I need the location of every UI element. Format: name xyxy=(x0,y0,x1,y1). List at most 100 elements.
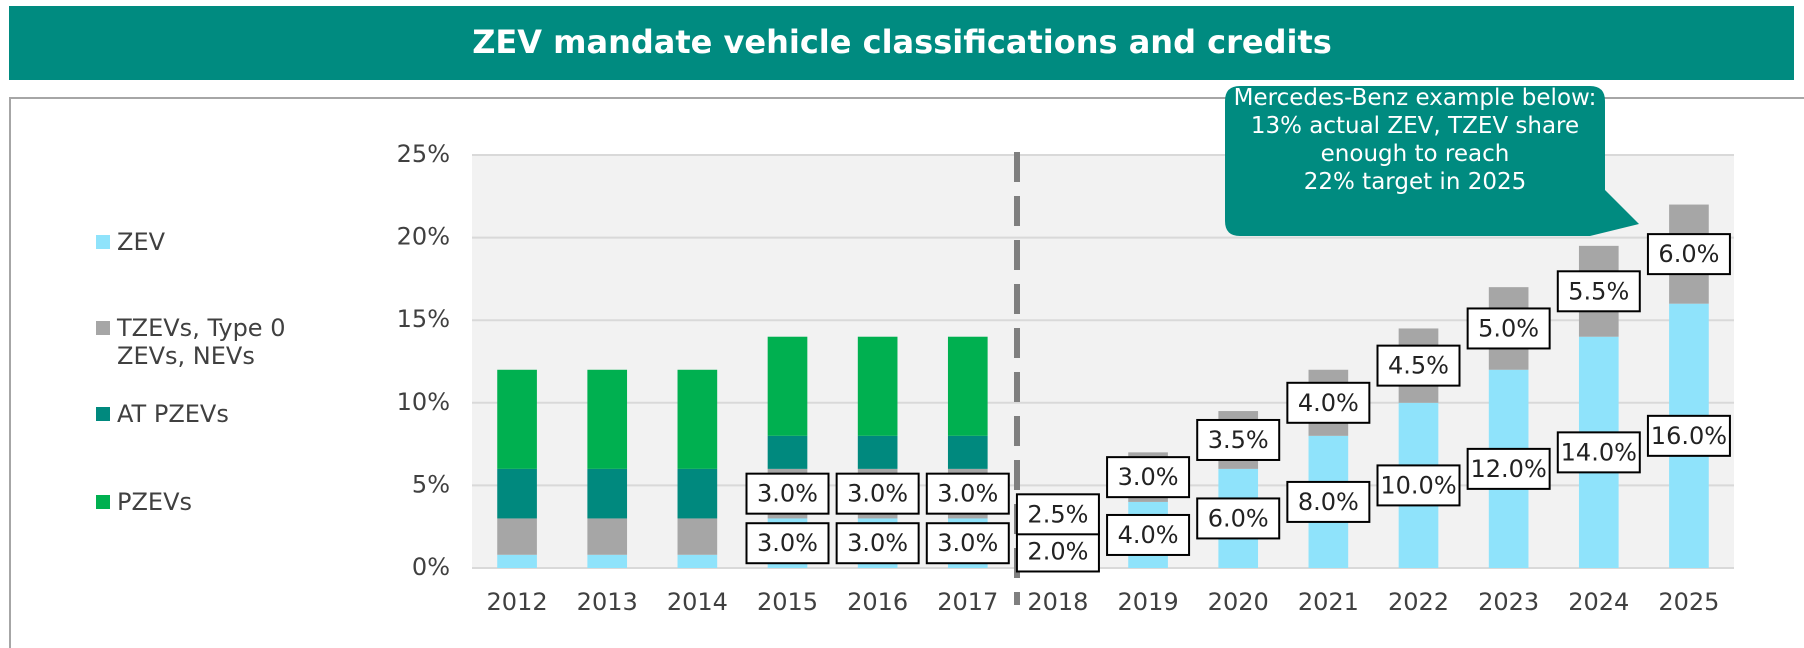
label-box xyxy=(1646,414,1731,457)
legend-item: TZEVs, Type 0 ZEVs, NEVs xyxy=(96,314,336,370)
data-label: 6.0% xyxy=(1208,504,1269,532)
chart-title: ZEV mandate vehicle classifications and … xyxy=(472,23,1332,61)
label-box xyxy=(1376,344,1461,387)
data-label: 12.0% xyxy=(1471,455,1547,483)
legend-label: TZEVs, Type 0 ZEVs, NEVs xyxy=(117,314,286,370)
label-box xyxy=(1286,480,1371,523)
x-tick-label: 2021 xyxy=(1298,588,1359,616)
bar-segment xyxy=(767,435,808,469)
x-tick-label: 2020 xyxy=(1208,588,1269,616)
data-label: 3.5% xyxy=(1208,426,1269,454)
legend-swatch xyxy=(96,407,110,421)
legend-swatch xyxy=(96,235,110,249)
legend-label: ZEV xyxy=(117,228,166,256)
data-label: 3.0% xyxy=(847,480,908,508)
bar-segment xyxy=(857,435,898,469)
bar-segment xyxy=(497,468,537,519)
bar-segment xyxy=(677,468,718,519)
bar-segment xyxy=(587,468,628,519)
legend-item: PZEVs xyxy=(96,488,336,516)
y-tick-label: 0% xyxy=(412,553,450,581)
label-box xyxy=(1015,530,1100,573)
x-tick-label: 2024 xyxy=(1568,588,1629,616)
panel-border xyxy=(9,97,1804,648)
data-label: 4.0% xyxy=(1298,389,1359,417)
data-label: 16.0% xyxy=(1651,422,1727,450)
data-label: 3.0% xyxy=(757,480,818,508)
label-box xyxy=(1646,233,1731,276)
data-label: 3.0% xyxy=(757,529,818,557)
bar-segment xyxy=(587,518,628,555)
bar-segment xyxy=(947,336,988,436)
bar-segment xyxy=(587,554,628,568)
data-label: 2.0% xyxy=(1027,537,1088,565)
bar-segment xyxy=(497,518,537,555)
label-box xyxy=(745,522,830,565)
x-tick-label: 2017 xyxy=(937,588,998,616)
y-tick-label: 15% xyxy=(397,305,450,333)
label-box xyxy=(1556,270,1641,313)
legend-swatch xyxy=(96,321,110,335)
label-box xyxy=(925,472,1010,515)
x-tick-label: 2022 xyxy=(1388,588,1449,616)
data-label: 10.0% xyxy=(1380,471,1456,499)
label-box xyxy=(925,522,1010,565)
x-tick-label: 2015 xyxy=(757,588,818,616)
label-box xyxy=(835,472,920,515)
label-box xyxy=(1106,513,1191,556)
data-label: 2.5% xyxy=(1027,500,1088,528)
data-label: 3.0% xyxy=(1118,463,1179,491)
x-tick-label: 2025 xyxy=(1658,588,1719,616)
legend-swatch xyxy=(96,495,110,509)
x-tick-label: 2014 xyxy=(667,588,728,616)
callout-box xyxy=(1225,86,1639,236)
header-bar xyxy=(9,6,1794,80)
data-label: 3.0% xyxy=(937,480,998,508)
legend-label: PZEVs xyxy=(117,488,192,516)
bar-segment xyxy=(767,336,808,436)
bar-segment xyxy=(677,554,718,568)
data-label: 8.0% xyxy=(1298,488,1359,516)
bar-segment xyxy=(677,518,718,555)
bar-segment xyxy=(947,435,988,469)
data-label: 4.5% xyxy=(1388,352,1449,380)
label-box xyxy=(1376,464,1461,507)
label-box xyxy=(1196,418,1281,461)
bar-segment xyxy=(587,369,628,469)
label-box xyxy=(1196,497,1281,540)
legend-label: AT PZEVs xyxy=(117,400,229,428)
x-tick-label: 2016 xyxy=(847,588,908,616)
x-tick-label: 2013 xyxy=(577,588,638,616)
y-tick-label: 20% xyxy=(397,223,450,251)
data-label: 3.0% xyxy=(847,529,908,557)
data-label: 14.0% xyxy=(1561,438,1637,466)
bar-segment xyxy=(857,336,898,436)
label-box xyxy=(1015,493,1100,536)
data-label: 3.0% xyxy=(937,529,998,557)
x-tick-label: 2018 xyxy=(1027,588,1088,616)
data-label: 5.5% xyxy=(1568,277,1629,305)
label-box xyxy=(1106,456,1191,499)
label-box xyxy=(1286,381,1371,424)
label-box xyxy=(835,522,920,565)
label-box xyxy=(1466,447,1551,490)
label-box xyxy=(1466,307,1551,350)
x-tick-label: 2012 xyxy=(487,588,548,616)
label-box xyxy=(745,472,830,515)
legend-item: ZEV xyxy=(96,228,336,256)
label-box xyxy=(1556,431,1641,474)
bar-segment xyxy=(497,554,537,568)
bar-segment xyxy=(677,369,718,469)
data-label: 4.0% xyxy=(1118,521,1179,549)
y-tick-label: 5% xyxy=(412,470,450,498)
y-tick-label: 25% xyxy=(397,140,450,168)
x-tick-label: 2023 xyxy=(1478,588,1539,616)
x-tick-label: 2019 xyxy=(1118,588,1179,616)
annotation: Mercedes-Benz example below: 13% actual … xyxy=(1233,85,1597,195)
y-tick-label: 10% xyxy=(397,388,450,416)
bar-segment xyxy=(497,369,537,469)
data-label: 5.0% xyxy=(1478,314,1539,342)
legend-item: AT PZEVs xyxy=(96,400,336,428)
